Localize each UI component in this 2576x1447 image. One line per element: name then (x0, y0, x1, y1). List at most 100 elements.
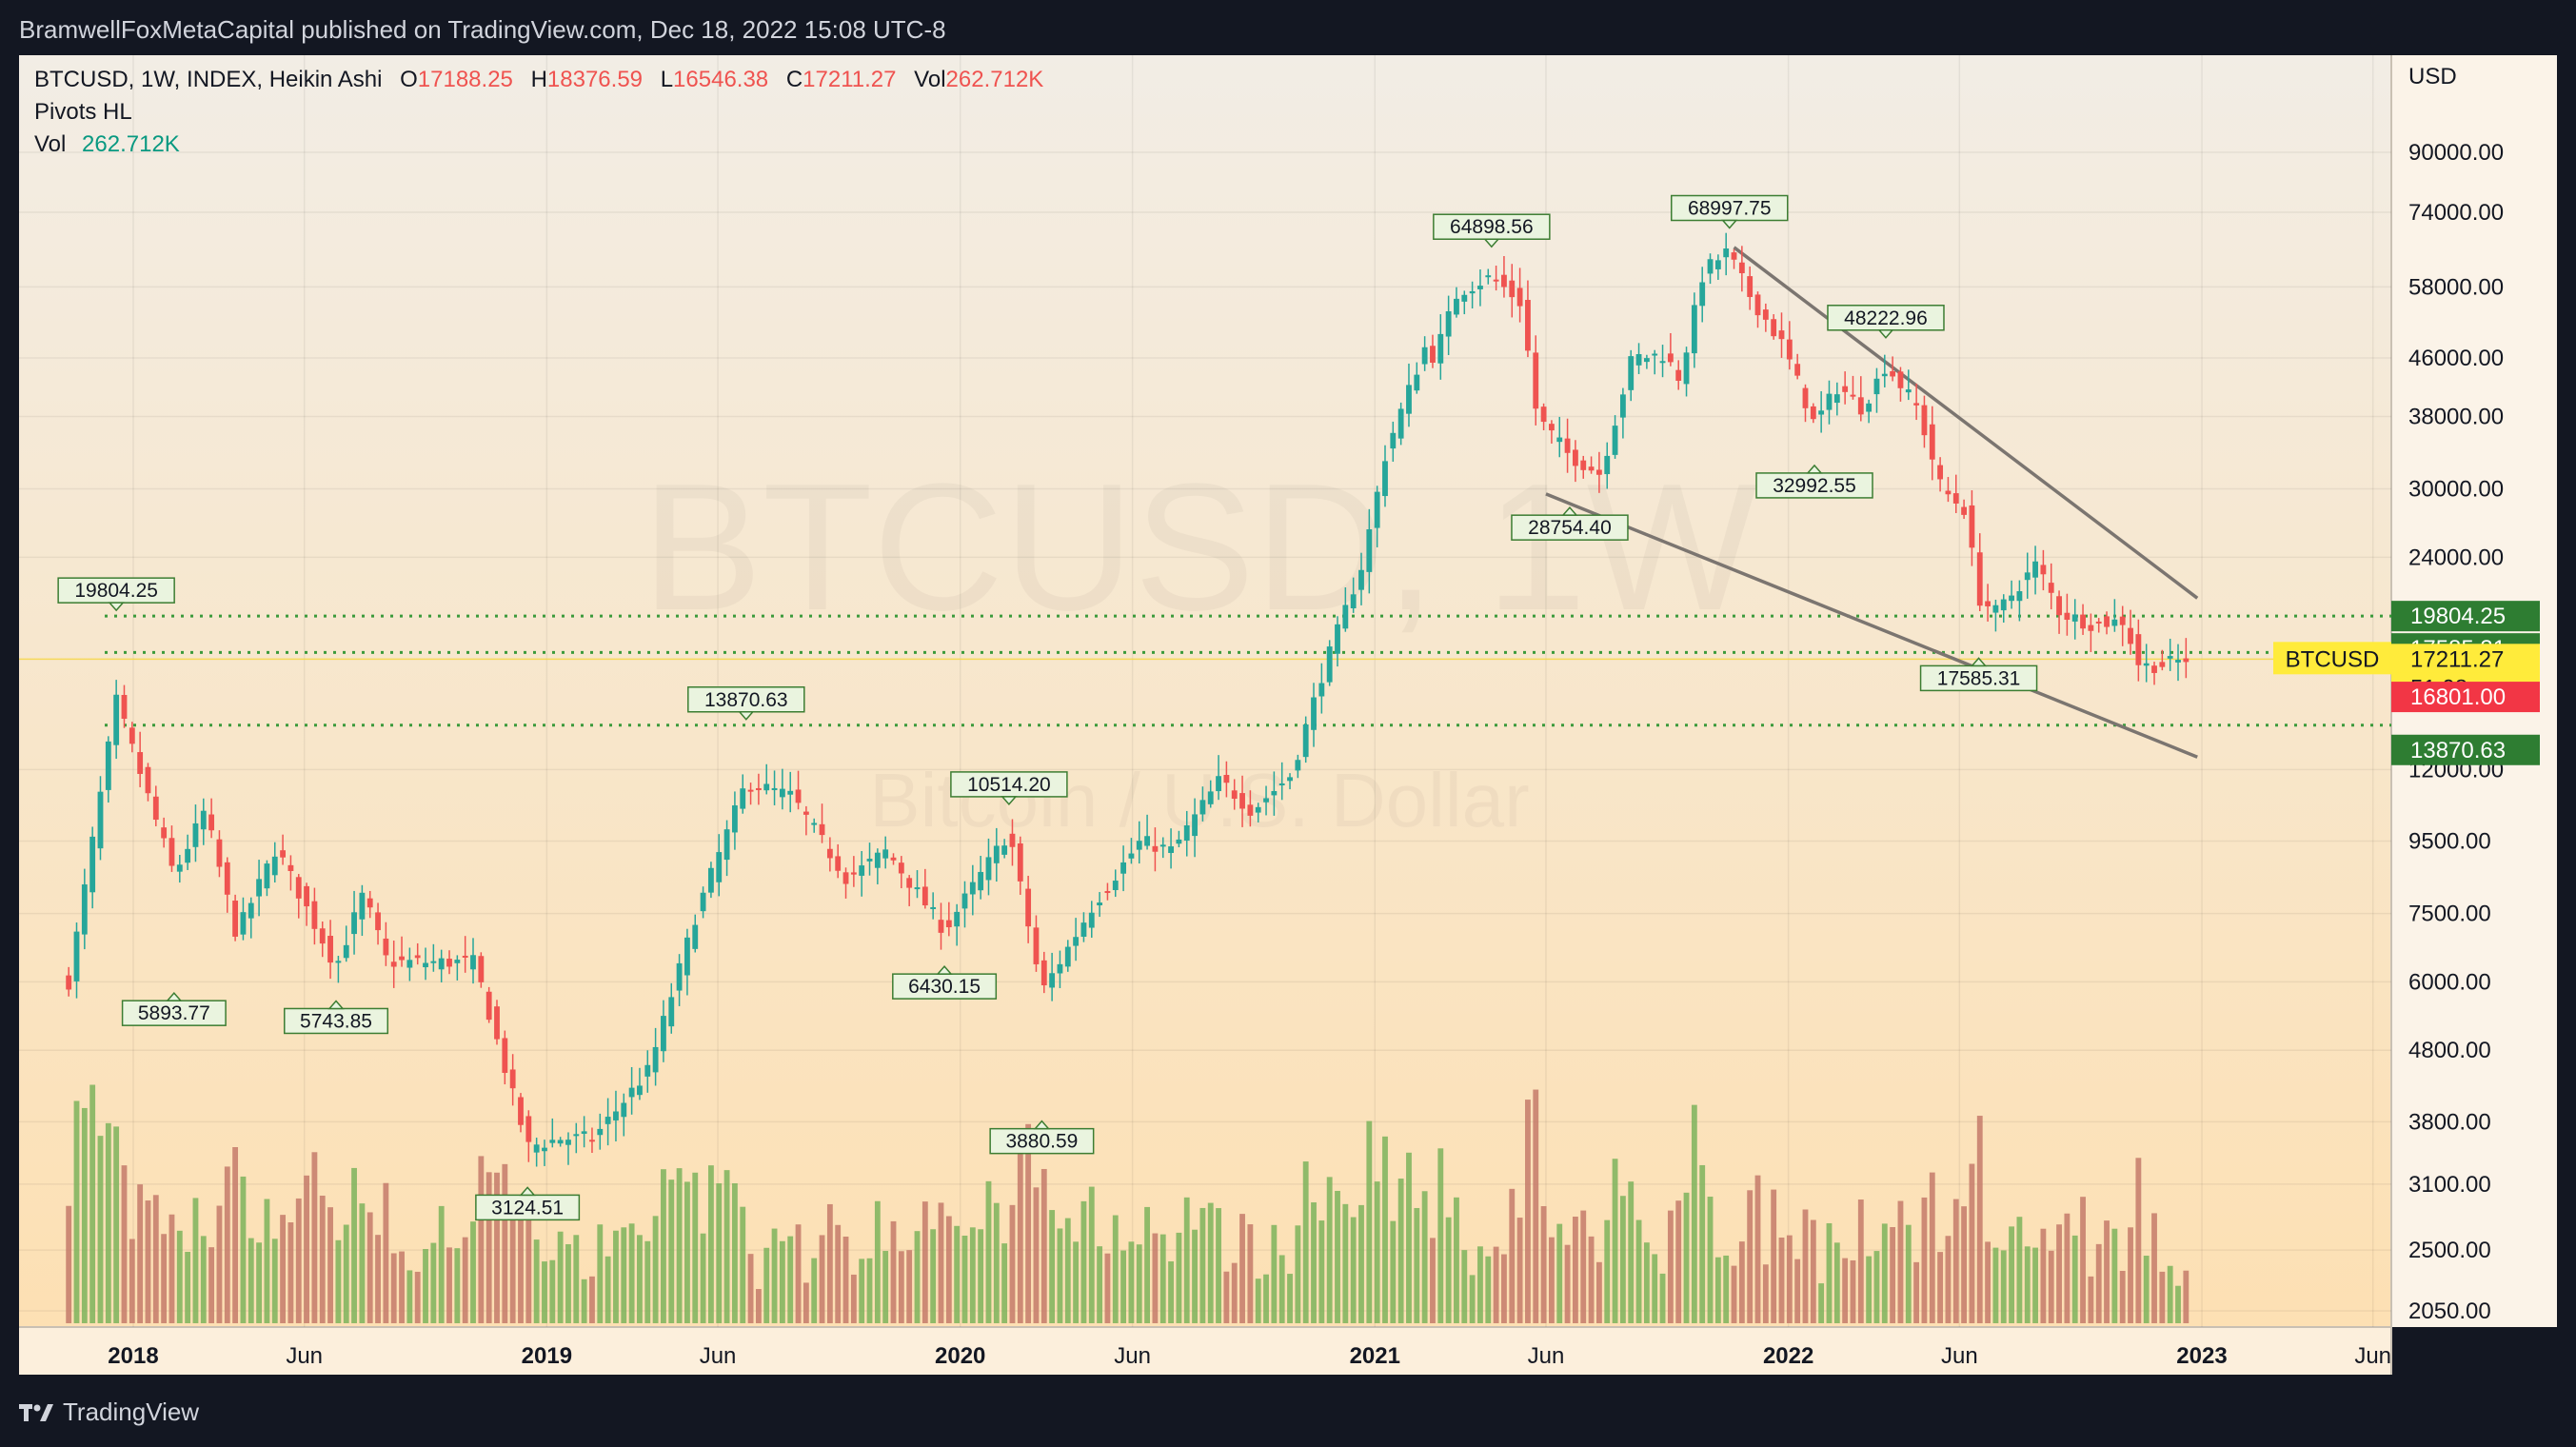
volume-bar (2071, 1235, 2078, 1323)
candle-body (1707, 259, 1714, 274)
candle-body (414, 955, 421, 959)
candle-body (1714, 260, 1721, 269)
volume-bar (914, 1231, 921, 1323)
volume-bar (1754, 1175, 1761, 1323)
candle-body (1382, 461, 1388, 497)
candle-body (771, 787, 778, 791)
candle-body (1302, 724, 1309, 758)
candle-body (1278, 783, 1285, 785)
candle-body (1335, 624, 1340, 654)
volume-bar (1992, 1247, 1999, 1323)
volume-bar (383, 1182, 389, 1323)
trend-line[interactable] (1733, 246, 2199, 600)
candle-body (787, 790, 794, 795)
volume-bar (2056, 1224, 2062, 1323)
volume-bar (1437, 1148, 1444, 1323)
volume-bar (589, 1276, 595, 1323)
pivot-value: 6430.15 (908, 976, 981, 998)
candle-body (1374, 491, 1380, 528)
pivot-pointer (1877, 329, 1894, 339)
candle-body (978, 871, 984, 891)
volume-bar (1120, 1250, 1127, 1323)
candle-body (1390, 432, 1397, 449)
candle-body (502, 1038, 508, 1074)
legend-symbol: BTCUSD, 1W, INDEX, Heikin Ashi (34, 67, 383, 92)
candle-body (930, 906, 937, 909)
volume-bar (1810, 1219, 1816, 1323)
volume-bar (73, 1100, 80, 1323)
candle-body (462, 955, 468, 958)
candle-body (1287, 777, 1293, 782)
candle-body (1176, 839, 1182, 844)
volume-bar (1833, 1242, 1840, 1323)
volume-bar (1738, 1241, 1745, 1323)
time-tick-label: 2021 (1350, 1343, 1400, 1369)
candle-body (2159, 662, 2166, 667)
candle-body (589, 1140, 595, 1142)
volume-bar (819, 1235, 825, 1323)
candle-body (731, 805, 738, 833)
candle-body (485, 991, 492, 1021)
candle-body (1001, 845, 1008, 855)
volume-bar (850, 1274, 857, 1323)
pivot-low-label: 17585.31 (1919, 657, 2038, 692)
pivot-pointer (1483, 238, 1500, 248)
candle-body (676, 962, 683, 991)
candle-body (993, 845, 1000, 863)
candle-body (1826, 393, 1833, 410)
time-axis[interactable]: 2018 Jun 2019 Jun 2020 Jun 2021 Jun 2022 Jun 2023 J… (108, 1343, 2391, 1369)
candle-body (145, 766, 151, 794)
candle-body (1326, 646, 1333, 683)
volume-bar (668, 1179, 675, 1323)
volume-bar (351, 1167, 357, 1323)
volume-bar (390, 1253, 397, 1323)
legend-open-value: 17188.25 (417, 67, 513, 92)
candle-body (343, 944, 349, 959)
volume-bar (842, 1236, 849, 1323)
volume-bar (573, 1235, 580, 1323)
pivot-box (950, 771, 1068, 798)
candle-body (2088, 624, 2094, 631)
candle-body (1430, 346, 1436, 363)
candle-body (985, 857, 992, 881)
candle-body (1857, 397, 1864, 415)
legend-pivots-indicator[interactable]: Pivots HL (34, 99, 132, 125)
candle-body (1366, 529, 1373, 572)
candle-body (1595, 469, 1602, 475)
candle-body (1469, 290, 1476, 294)
volume-bar (367, 1212, 373, 1323)
pivot-pointer (936, 965, 953, 975)
volume-bar (1723, 1255, 1730, 1323)
candle-body (1033, 927, 1040, 964)
candle-body (692, 924, 699, 949)
pivot-value: 68997.75 (1688, 198, 1772, 220)
legend-close-label: C (785, 67, 803, 92)
volume-bar (2064, 1213, 2071, 1323)
volume-bar (1818, 1283, 1825, 1323)
volume-bar (478, 1156, 485, 1323)
candle-body (1525, 300, 1531, 351)
volume-bar (874, 1200, 881, 1323)
candle-body (1223, 775, 1230, 783)
trend-line[interactable] (1545, 492, 2198, 759)
volume-bar (906, 1250, 913, 1323)
candle-body (1945, 490, 1952, 495)
pivot-pointer (738, 711, 755, 721)
tradingview-brand: TradingView (63, 1397, 200, 1426)
tradingview-logo[interactable]: TradingView (19, 1397, 199, 1427)
volume-bar (1549, 1237, 1555, 1323)
volume-bar (1826, 1222, 1833, 1323)
candle-body (637, 1085, 643, 1096)
pivot-value: 5893.77 (138, 1002, 210, 1024)
candle-body (1628, 356, 1635, 390)
price-axis[interactable]: 90000.00 74000.00 58000.00 46000.00 38000.00… (2408, 140, 2504, 1324)
price-tags: 19804.2517585.3117211.2751:0816801.00138… (2273, 601, 2540, 765)
pivot-box (121, 1000, 227, 1026)
pivot-pointer (327, 1000, 345, 1010)
volume-bar (1794, 1259, 1801, 1323)
volume-bar (938, 1202, 944, 1323)
legend-volume-indicator[interactable]: Vol 262.712K (34, 131, 180, 158)
volume-bar (692, 1172, 699, 1323)
